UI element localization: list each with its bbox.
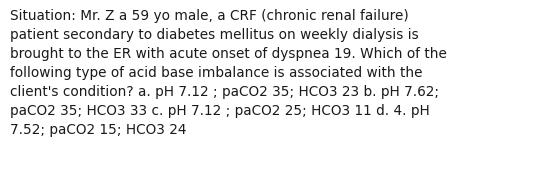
Text: Situation: Mr. Z a 59 yo male, a CRF (chronic renal failure)
patient secondary t: Situation: Mr. Z a 59 yo male, a CRF (ch… bbox=[10, 9, 447, 137]
